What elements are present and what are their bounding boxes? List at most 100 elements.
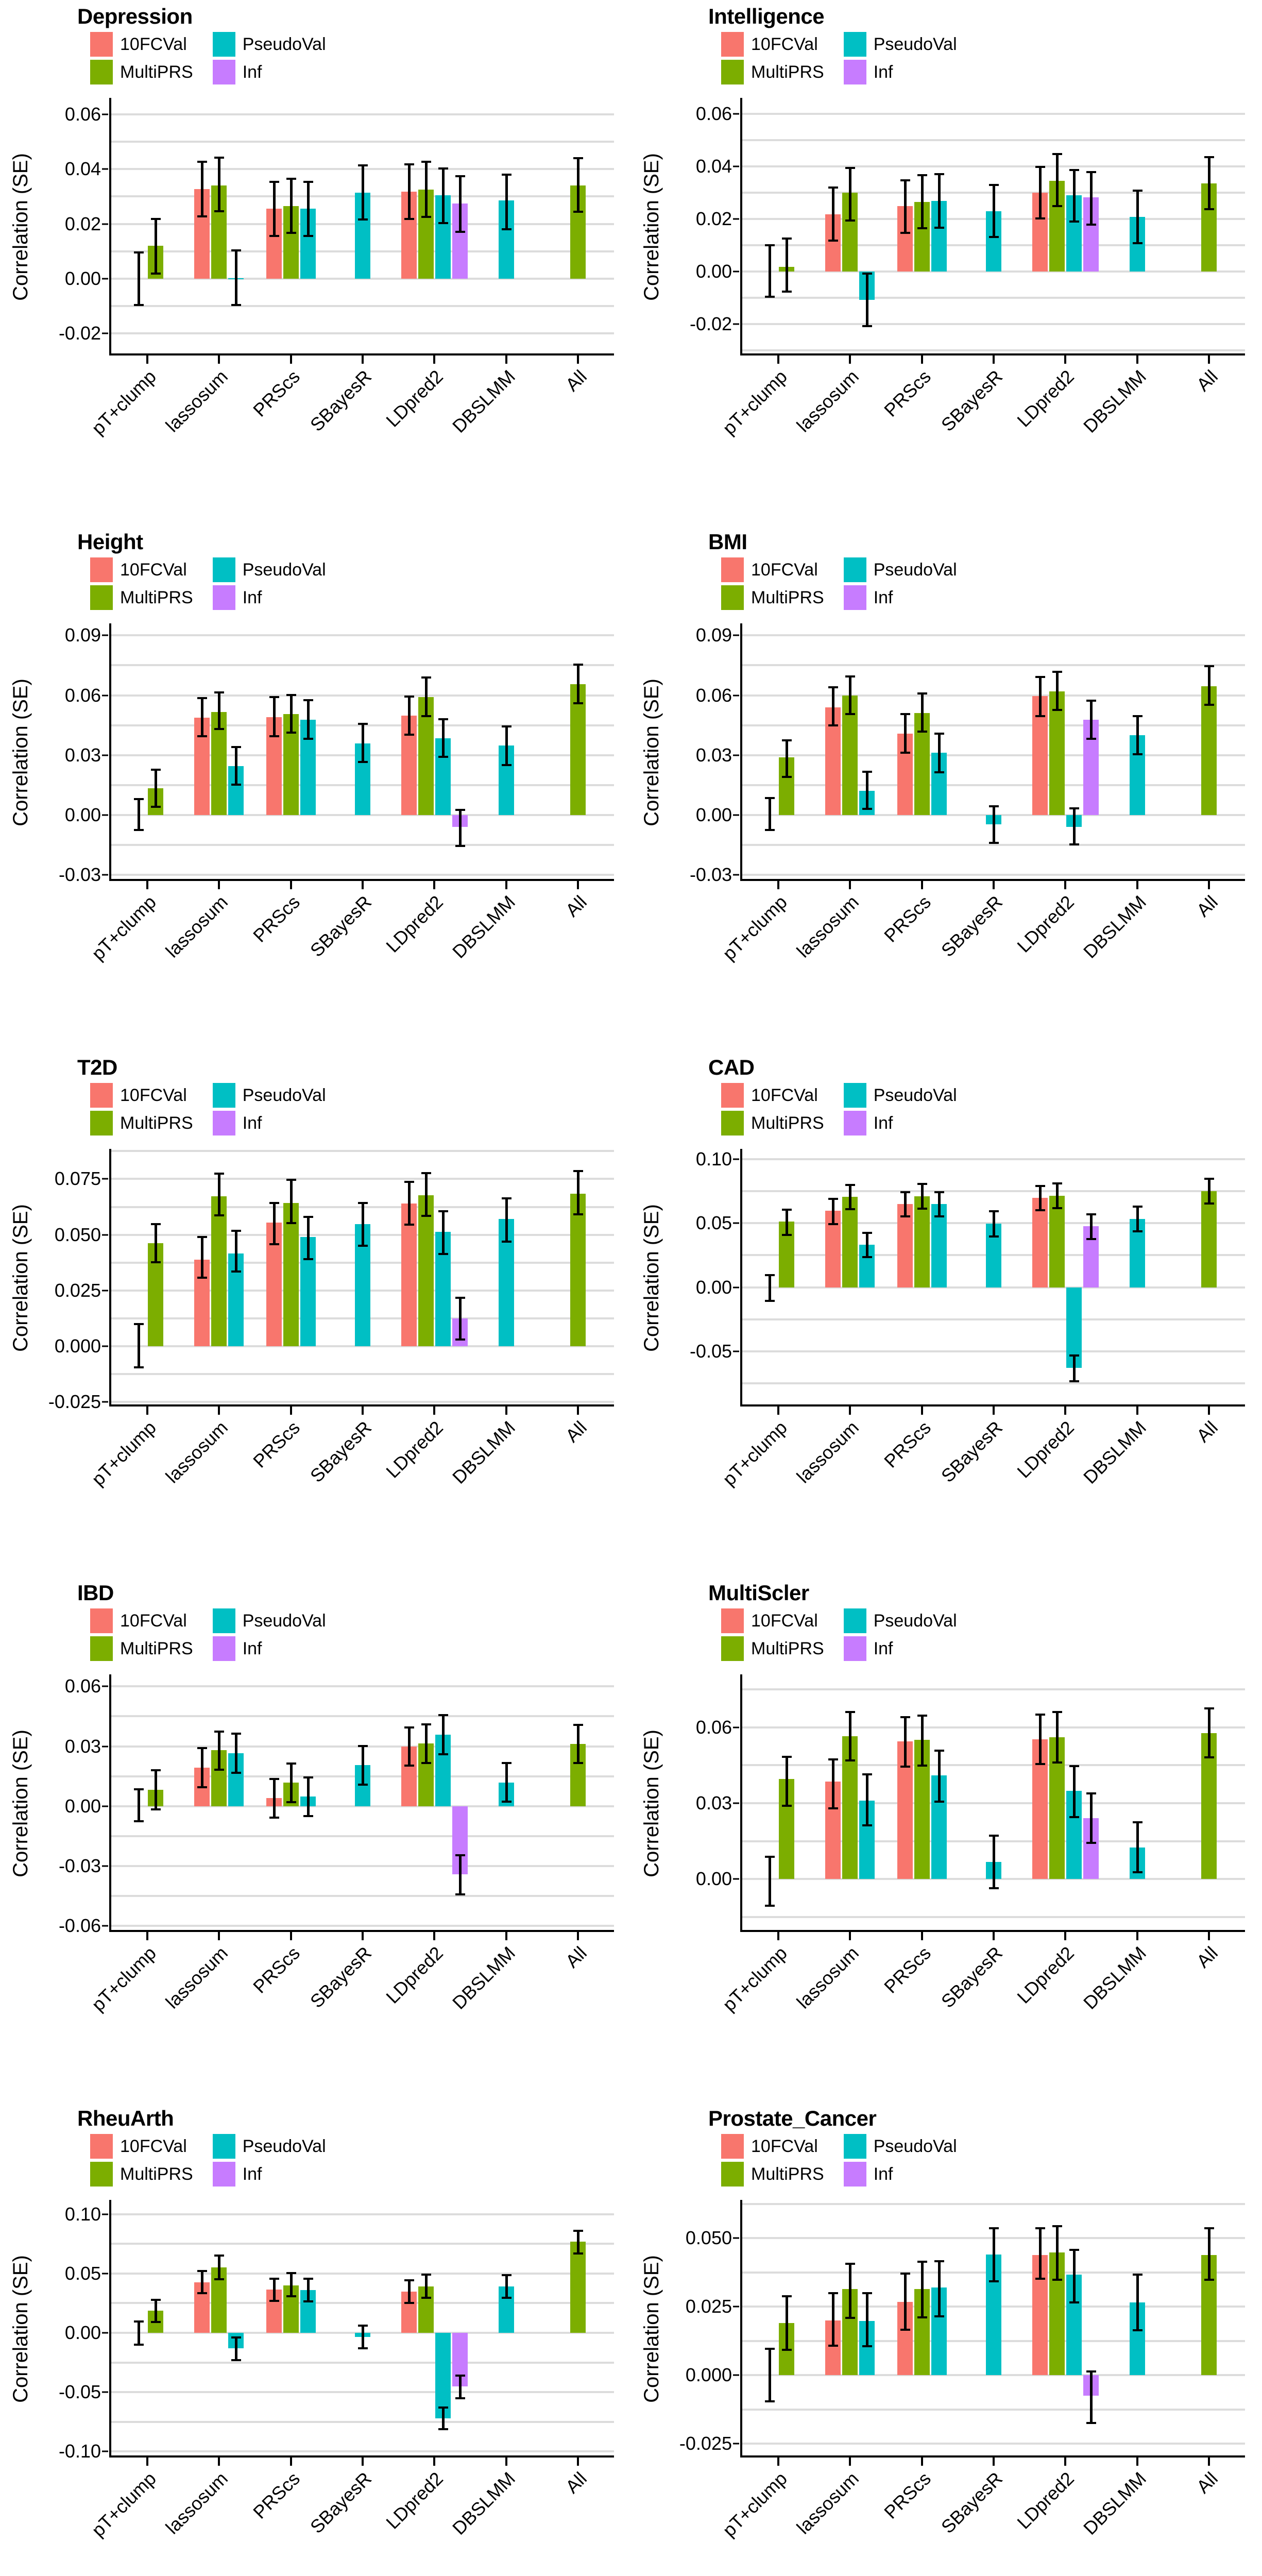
legend: 10FCVal PseudoVal MultiPRS Inf <box>721 32 969 84</box>
x-tick-label-ptclump: pT+clump <box>87 1942 160 2015</box>
y-tick-mark <box>102 1401 108 1403</box>
legend-swatch-multiprs <box>90 1636 113 1661</box>
error-bar <box>455 1854 465 1896</box>
legend-swatch-multiprs <box>90 60 113 84</box>
bar-10fcval <box>897 1204 913 1287</box>
bar-group <box>401 1149 468 1406</box>
error-bar <box>989 1210 999 1238</box>
error-bar <box>1132 2273 1142 2332</box>
y-axis-line <box>109 1149 111 1406</box>
bars-container <box>111 98 614 364</box>
legend-label-multiprs: MultiPRS <box>751 2164 824 2184</box>
y-tick-label: 0.050 <box>54 1224 101 1245</box>
x-tick-mark <box>1064 1932 1067 1940</box>
gridline <box>111 1345 614 1348</box>
error-bar <box>151 2298 161 2324</box>
x-axis-line <box>109 879 614 881</box>
x-tick-label-prscs: PRScs <box>879 891 935 946</box>
x-tick-label-sbayesr: SBayesR <box>305 1417 376 1487</box>
y-axis-line <box>740 623 742 881</box>
x-tick-label-ptclump: pT+clump <box>718 1942 791 2015</box>
plot-area: Correlation (SE) -0.10 -0.05 0.00 0.05 0.10 pT… <box>0 2200 631 2576</box>
x-tick-label-lassosum: lassosum <box>792 1942 863 2013</box>
x-tick-label-all: All <box>561 366 591 396</box>
gridline <box>111 1685 614 1688</box>
error-bar <box>1204 665 1215 706</box>
y-tick-label: 0.050 <box>685 2227 732 2249</box>
y-tick-label: -0.025 <box>679 2433 732 2454</box>
x-tick-label-prscs: PRScs <box>248 366 304 421</box>
x-tick-label-ldpred2: LDpred2 <box>1013 1417 1079 1482</box>
gridline <box>742 1802 1245 1804</box>
error-bar <box>1052 1711 1062 1764</box>
error-bar <box>501 1761 511 1803</box>
error-bar <box>1204 1177 1215 1205</box>
gridline <box>111 2450 614 2453</box>
x-tick-label-dbslmm: DBSLMM <box>1079 1417 1150 1488</box>
bar-group <box>762 1674 795 1932</box>
error-bar <box>455 175 465 233</box>
legend: 10FCVal PseudoVal MultiPRS Inf <box>90 2134 338 2187</box>
y-tick-label: 0.025 <box>685 2296 732 2317</box>
error-bar <box>501 1197 511 1243</box>
y-tick-label: 0.10 <box>64 2203 101 2225</box>
gridline <box>742 270 1245 273</box>
y-tick-mark <box>102 113 108 115</box>
legend-label-inf: Inf <box>873 1113 893 1133</box>
chart-panel: Intelligence 10FCVal PseudoVal MultiPRS Inf C… <box>631 0 1262 526</box>
legend-label-inf: Inf <box>873 588 893 607</box>
bar-multiprs <box>570 2242 586 2333</box>
y-axis-label-text: Correlation (SE) <box>640 2255 663 2403</box>
plot-area: Correlation (SE) -0.02 0.00 0.02 0.04 0.06 pT+… <box>0 98 631 520</box>
error-bar <box>828 187 839 242</box>
bar-multiprs <box>1201 686 1217 816</box>
bar-group <box>498 1674 514 1932</box>
panel-title: Height <box>77 530 143 554</box>
y-tick-label: 0.00 <box>64 1795 101 1817</box>
x-tick-label-dbslmm: DBSLMM <box>1079 366 1150 437</box>
error-bar <box>134 798 144 832</box>
y-tick-mark <box>102 1290 108 1292</box>
x-tick-mark <box>433 1406 436 1415</box>
x-tick-mark <box>849 1406 851 1415</box>
legend: 10FCVal PseudoVal MultiPRS Inf <box>90 32 338 84</box>
x-tick-mark <box>505 1932 507 1940</box>
x-axis-labels: pT+clump lassosum PRScs SBayesR LDpred2 DBSLM… <box>718 2468 1245 2576</box>
x-tick-mark <box>146 355 148 364</box>
x-tick-label-all: All <box>561 1417 591 1447</box>
bar-group <box>986 623 1001 881</box>
y-axis-ticks: -0.03 0.00 0.03 0.06 0.09 <box>662 623 739 885</box>
bar-group <box>266 98 316 355</box>
y-tick-label: 0.03 <box>64 1735 101 1757</box>
y-tick-mark <box>102 1745 108 1748</box>
gridline <box>742 2408 1245 2411</box>
bar-group <box>897 1674 947 1932</box>
legend: 10FCVal PseudoVal MultiPRS Inf <box>721 2134 969 2187</box>
y-axis-label-text: Correlation (SE) <box>640 1204 663 1352</box>
x-tick-mark <box>289 881 292 889</box>
x-tick-label-lassosum: lassosum <box>161 1417 232 1487</box>
y-tick-mark <box>733 1350 739 1352</box>
gridline <box>111 2420 614 2423</box>
error-bar <box>1204 2227 1215 2281</box>
legend-label-pseudoval: PseudoVal <box>873 1611 957 1631</box>
gridline <box>111 2302 614 2304</box>
panel-title: Prostate_Cancer <box>708 2106 877 2130</box>
gridline <box>111 2391 614 2394</box>
y-tick-label: -0.05 <box>689 1341 732 1362</box>
bar-group <box>355 98 370 355</box>
error-bar <box>1086 1792 1096 1844</box>
error-bar <box>862 2292 873 2348</box>
x-tick-mark <box>1208 1406 1210 1415</box>
x-axis-line <box>740 1930 1245 1932</box>
legend-label-pseudoval: PseudoVal <box>242 1086 326 1105</box>
legend-swatch-10fcval <box>90 2134 113 2159</box>
y-tick-label: 0.025 <box>54 1279 101 1301</box>
error-bar <box>134 1788 144 1822</box>
gridline <box>742 139 1245 141</box>
error-bar <box>286 693 296 734</box>
legend-swatch-multiprs <box>721 2162 744 2187</box>
error-bar <box>1204 156 1215 211</box>
x-axis-line <box>109 1930 614 1932</box>
error-bar <box>917 1715 927 1767</box>
